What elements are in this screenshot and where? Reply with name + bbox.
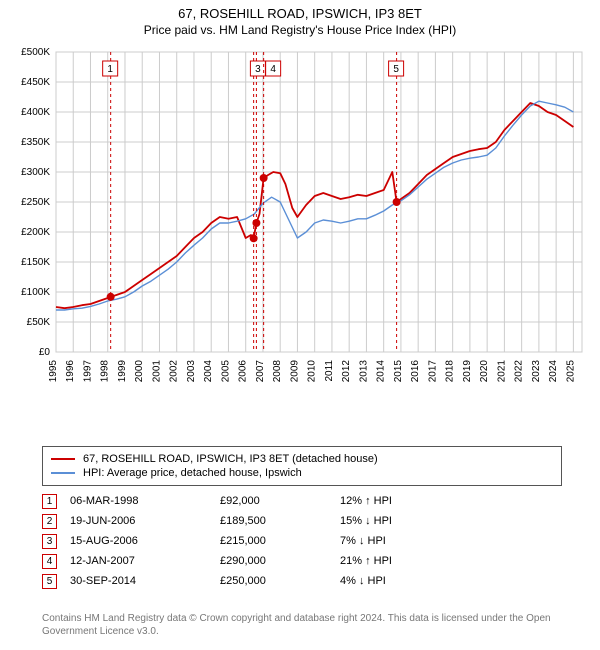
sale-diff: 21% ↑ HPI <box>340 555 460 567</box>
svg-text:£200K: £200K <box>21 227 50 238</box>
svg-text:2019: 2019 <box>462 360 473 383</box>
svg-text:5: 5 <box>393 64 399 75</box>
svg-text:3: 3 <box>255 64 261 75</box>
svg-text:£300K: £300K <box>21 167 50 178</box>
sale-date: 12-JAN-2007 <box>70 555 220 567</box>
svg-text:2010: 2010 <box>307 360 318 383</box>
svg-text:1995: 1995 <box>48 360 59 383</box>
svg-text:£400K: £400K <box>21 107 50 118</box>
svg-text:£250K: £250K <box>21 197 50 208</box>
table-row: 5 30-SEP-2014£250,0004% ↓ HPI <box>42 572 562 590</box>
table-row: 2 19-JUN-2006£189,50015% ↓ HPI <box>42 512 562 530</box>
svg-text:2016: 2016 <box>410 360 421 383</box>
sale-index-badge: 2 <box>42 514 57 529</box>
svg-text:2007: 2007 <box>255 360 266 383</box>
sale-price: £215,000 <box>220 535 340 547</box>
svg-text:2002: 2002 <box>169 360 180 383</box>
sale-date: 30-SEP-2014 <box>70 575 220 587</box>
svg-text:2022: 2022 <box>514 360 525 383</box>
svg-text:1999: 1999 <box>117 360 128 383</box>
svg-text:2006: 2006 <box>238 360 249 383</box>
sales-table: 1 06-MAR-1998£92,00012% ↑ HPI 2 19-JUN-2006… <box>42 490 562 592</box>
svg-text:£350K: £350K <box>21 137 50 148</box>
svg-text:1: 1 <box>107 64 113 75</box>
svg-text:2025: 2025 <box>565 360 576 383</box>
sale-price: £290,000 <box>220 555 340 567</box>
svg-text:£50K: £50K <box>27 317 51 328</box>
table-row: 4 12-JAN-2007£290,00021% ↑ HPI <box>42 552 562 570</box>
svg-text:2011: 2011 <box>324 360 335 382</box>
sale-price: £189,500 <box>220 515 340 527</box>
svg-text:4: 4 <box>270 64 276 75</box>
legend-item: HPI: Average price, detached house, Ipsw… <box>51 467 553 479</box>
attribution: Contains HM Land Registry data © Crown c… <box>42 612 580 638</box>
page-title: 67, ROSEHILL ROAD, IPSWICH, IP3 8ET <box>0 6 600 21</box>
sale-date: 15-AUG-2006 <box>70 535 220 547</box>
legend: 67, ROSEHILL ROAD, IPSWICH, IP3 8ET (det… <box>42 446 562 486</box>
svg-text:2009: 2009 <box>289 360 300 383</box>
legend-label: HPI: Average price, detached house, Ipsw… <box>83 467 302 479</box>
legend-swatch <box>51 472 75 474</box>
svg-text:£100K: £100K <box>21 287 50 298</box>
sale-index-badge: 1 <box>42 494 57 509</box>
svg-text:£0: £0 <box>39 347 51 358</box>
svg-text:2021: 2021 <box>496 360 507 383</box>
legend-item: 67, ROSEHILL ROAD, IPSWICH, IP3 8ET (det… <box>51 453 553 465</box>
page-subtitle: Price paid vs. HM Land Registry's House … <box>0 23 600 37</box>
svg-text:2024: 2024 <box>548 360 559 383</box>
svg-text:2005: 2005 <box>220 360 231 383</box>
sale-diff: 15% ↓ HPI <box>340 515 460 527</box>
svg-text:£150K: £150K <box>21 257 50 268</box>
svg-text:2012: 2012 <box>341 360 352 383</box>
svg-text:2001: 2001 <box>151 360 162 383</box>
svg-text:2004: 2004 <box>203 360 214 383</box>
legend-swatch <box>51 458 75 460</box>
svg-text:2003: 2003 <box>186 360 197 383</box>
svg-text:£500K: £500K <box>21 47 50 58</box>
table-row: 3 15-AUG-2006£215,0007% ↓ HPI <box>42 532 562 550</box>
sale-date: 06-MAR-1998 <box>70 495 220 507</box>
svg-text:2015: 2015 <box>393 360 404 383</box>
svg-text:1998: 1998 <box>100 360 111 383</box>
svg-text:2017: 2017 <box>427 360 438 383</box>
sale-index-badge: 3 <box>42 534 57 549</box>
svg-text:1997: 1997 <box>82 360 93 383</box>
legend-label: 67, ROSEHILL ROAD, IPSWICH, IP3 8ET (det… <box>83 453 378 465</box>
sale-diff: 7% ↓ HPI <box>340 535 460 547</box>
svg-text:2014: 2014 <box>376 360 387 383</box>
svg-text:2008: 2008 <box>272 360 283 383</box>
table-row: 1 06-MAR-1998£92,00012% ↑ HPI <box>42 492 562 510</box>
svg-text:2013: 2013 <box>358 360 369 383</box>
price-chart: £0 £50K £100K £150K £200K £250K £300K £350K £400… <box>8 46 592 416</box>
svg-text:2020: 2020 <box>479 360 490 383</box>
sale-price: £92,000 <box>220 495 340 507</box>
sale-date: 19-JUN-2006 <box>70 515 220 527</box>
sale-index-badge: 4 <box>42 554 57 569</box>
svg-text:2018: 2018 <box>445 360 456 383</box>
svg-text:2000: 2000 <box>134 360 145 383</box>
sale-diff: 4% ↓ HPI <box>340 575 460 587</box>
svg-text:£450K: £450K <box>21 77 50 88</box>
sale-price: £250,000 <box>220 575 340 587</box>
svg-text:2023: 2023 <box>531 360 542 383</box>
sale-index-badge: 5 <box>42 574 57 589</box>
sale-diff: 12% ↑ HPI <box>340 495 460 507</box>
svg-text:1996: 1996 <box>65 360 76 383</box>
